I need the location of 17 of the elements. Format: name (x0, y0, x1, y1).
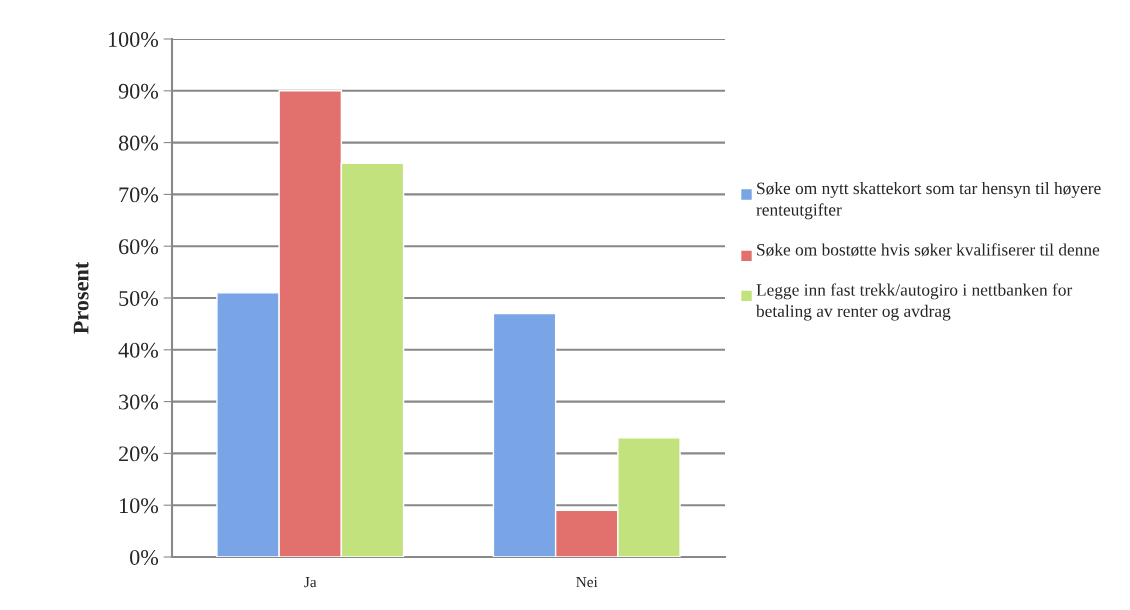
legend-label: Søke om nytt skattekort som tar hensyn til høyere renteutgifter (756, 182, 1101, 220)
x-tick-label: Nei (576, 576, 598, 588)
y-tick-label: 30% (119, 394, 159, 410)
y-tick-label: 50% (119, 290, 159, 306)
y-tick-label: 70% (119, 187, 159, 203)
y-tick-label: 10% (120, 498, 159, 514)
x-tick-label: Ja (304, 577, 317, 588)
y-tick-label: 0% (130, 549, 159, 565)
y-tick-label: 60% (119, 239, 159, 255)
y-tick-label: 20% (119, 446, 159, 462)
y-tick-label: 40% (118, 342, 159, 358)
legend-label: Søke om bostøtte hvis søker kvalifiserer til denne (757, 243, 1100, 257)
legend-label: Legge inn fast trekk/autogiro i nettbanken for betaling av renter og avdrag (756, 283, 1073, 321)
y-axis-title: Prosent (73, 261, 89, 334)
y-tick-label: 100% (108, 31, 159, 47)
y-tick-label: 80% (118, 135, 159, 151)
y-tick-label: 90% (118, 83, 159, 99)
